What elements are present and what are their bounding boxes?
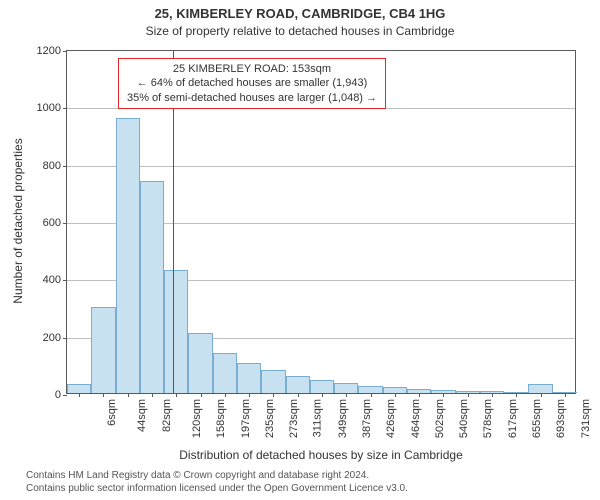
x-tick-label: 273sqm bbox=[288, 399, 300, 438]
x-tick-mark bbox=[492, 393, 493, 397]
x-tick-mark bbox=[298, 393, 299, 397]
y-tick-mark bbox=[63, 51, 67, 52]
annotation-line-1: 25 KIMBERLEY ROAD: 153sqm bbox=[125, 62, 379, 76]
bar bbox=[358, 386, 382, 393]
bar bbox=[213, 353, 237, 393]
x-tick-mark bbox=[249, 393, 250, 397]
y-tick-mark bbox=[63, 395, 67, 396]
x-axis-label: Distribution of detached houses by size … bbox=[66, 448, 576, 462]
x-tick-mark bbox=[201, 393, 202, 397]
x-tick-label: 120sqm bbox=[191, 399, 203, 438]
chart-container: 25, KIMBERLEY ROAD, CAMBRIDGE, CB4 1HG S… bbox=[0, 0, 600, 500]
x-tick-label: 311sqm bbox=[312, 399, 324, 437]
x-tick-label: 44sqm bbox=[136, 399, 148, 432]
x-tick-label: 731sqm bbox=[580, 399, 592, 438]
x-tick-mark bbox=[419, 393, 420, 397]
x-tick-mark bbox=[176, 393, 177, 397]
bar bbox=[334, 383, 358, 393]
x-tick-mark bbox=[371, 393, 372, 397]
chart-title: 25, KIMBERLEY ROAD, CAMBRIDGE, CB4 1HG bbox=[0, 6, 600, 21]
y-tick-label: 200 bbox=[43, 332, 61, 344]
x-tick-mark bbox=[79, 393, 80, 397]
x-tick-mark bbox=[541, 393, 542, 397]
y-tick-mark bbox=[63, 338, 67, 339]
y-tick-label: 1200 bbox=[37, 45, 61, 57]
bar bbox=[140, 181, 164, 393]
y-tick-label: 1000 bbox=[37, 102, 61, 114]
x-tick-mark bbox=[103, 393, 104, 397]
y-tick-label: 600 bbox=[43, 217, 61, 229]
x-tick-mark bbox=[273, 393, 274, 397]
x-tick-label: 235sqm bbox=[264, 399, 276, 438]
x-tick-label: 82sqm bbox=[161, 399, 173, 432]
annotation-line-2: ← 64% of detached houses are smaller (1,… bbox=[125, 76, 379, 90]
x-tick-label: 349sqm bbox=[337, 399, 349, 438]
y-tick-mark bbox=[63, 280, 67, 281]
y-tick-label: 0 bbox=[55, 389, 61, 401]
x-tick-label: 693sqm bbox=[555, 399, 567, 438]
x-tick-mark bbox=[395, 393, 396, 397]
annotation-line-3: 35% of semi-detached houses are larger (… bbox=[125, 91, 379, 105]
x-tick-label: 578sqm bbox=[483, 399, 495, 438]
annotation-box: 25 KIMBERLEY ROAD: 153sqm ← 64% of detac… bbox=[118, 58, 386, 109]
y-axis-label: Number of detached properties bbox=[11, 49, 25, 393]
x-tick-label: 387sqm bbox=[361, 399, 373, 438]
x-tick-label: 6sqm bbox=[106, 399, 118, 426]
bar bbox=[164, 270, 188, 393]
chart-subtitle: Size of property relative to detached ho… bbox=[0, 24, 600, 38]
footer-line-2: Contains public sector information licen… bbox=[0, 482, 600, 495]
x-tick-mark bbox=[128, 393, 129, 397]
bar bbox=[310, 380, 334, 393]
x-tick-mark bbox=[322, 393, 323, 397]
x-tick-label: 502sqm bbox=[434, 399, 446, 438]
bar bbox=[528, 384, 552, 393]
gridline bbox=[67, 166, 575, 167]
y-tick-label: 800 bbox=[43, 160, 61, 172]
x-tick-mark bbox=[516, 393, 517, 397]
x-tick-mark bbox=[152, 393, 153, 397]
x-tick-label: 655sqm bbox=[531, 399, 543, 438]
x-tick-mark bbox=[468, 393, 469, 397]
x-tick-mark bbox=[565, 393, 566, 397]
y-tick-mark bbox=[63, 166, 67, 167]
x-tick-label: 197sqm bbox=[240, 399, 252, 438]
x-tick-mark bbox=[346, 393, 347, 397]
bar bbox=[261, 370, 285, 393]
x-tick-mark bbox=[443, 393, 444, 397]
x-tick-label: 464sqm bbox=[410, 399, 422, 438]
x-tick-label: 617sqm bbox=[507, 399, 519, 438]
y-tick-mark bbox=[63, 108, 67, 109]
bar bbox=[286, 376, 310, 393]
footer-line-1: Contains HM Land Registry data © Crown c… bbox=[0, 469, 600, 482]
x-tick-label: 426sqm bbox=[385, 399, 397, 438]
bar bbox=[67, 384, 91, 393]
y-tick-mark bbox=[63, 223, 67, 224]
x-tick-mark bbox=[225, 393, 226, 397]
bar bbox=[116, 118, 140, 393]
bar bbox=[237, 363, 261, 393]
x-tick-label: 540sqm bbox=[458, 399, 470, 438]
y-tick-label: 400 bbox=[43, 274, 61, 286]
x-tick-label: 158sqm bbox=[215, 399, 227, 438]
bar bbox=[91, 307, 115, 393]
bar bbox=[188, 333, 212, 393]
